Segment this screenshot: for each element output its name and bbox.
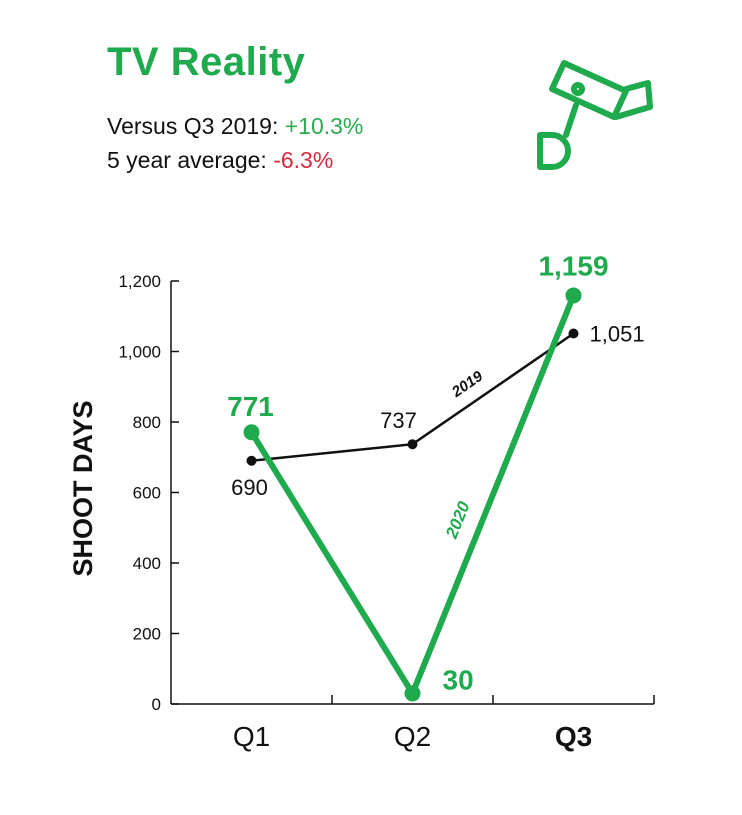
- series-2019-point: [568, 328, 579, 339]
- series-2020-name-label: 2020: [442, 498, 474, 542]
- page-title: TV Reality: [107, 40, 306, 84]
- x-tick-label-q1: Q1: [233, 721, 270, 752]
- series-2020-point: [565, 287, 582, 304]
- series-2019-point: [407, 439, 418, 450]
- x-tick-label-q3: Q3: [555, 721, 592, 752]
- series-2019-data-label: 690: [231, 475, 268, 500]
- stat-five-year-average: 5 year average: -6.3%: [107, 147, 333, 174]
- stat-average-label: 5 year average:: [107, 147, 267, 173]
- y-tick-label: 400: [133, 554, 161, 573]
- y-tick-label: 1,200: [118, 272, 161, 291]
- y-tick-label: 200: [133, 625, 161, 644]
- series-2020-point: [243, 424, 260, 441]
- series-2019-data-label: 1,051: [590, 322, 645, 347]
- series-2020-point: [404, 685, 421, 702]
- stat-average-value: -6.3%: [273, 147, 334, 173]
- y-tick-label: 600: [133, 484, 161, 503]
- series-2020-data-label: 30: [443, 664, 474, 695]
- stat-versus-q3-2019: Versus Q3 2019: +10.3%: [107, 113, 363, 140]
- series-2020-data-label: 771: [227, 391, 274, 422]
- stat-versus-label: Versus Q3 2019:: [107, 113, 279, 139]
- security-camera-icon: [537, 60, 653, 170]
- stat-versus-value: +10.3%: [284, 113, 364, 139]
- x-tick-label-q2: Q2: [394, 721, 431, 752]
- series-2019-data-label: 737: [380, 408, 417, 433]
- y-axis-title: SHOOT DAYS: [68, 400, 98, 576]
- series-2019-point: [246, 455, 257, 466]
- y-tick-label: 1,000: [118, 343, 161, 362]
- y-tick-label: 0: [152, 695, 161, 714]
- y-tick-label: 800: [133, 413, 161, 432]
- series-2020-data-label: 1,159: [538, 250, 608, 281]
- series-2020-line: [248, 294, 577, 697]
